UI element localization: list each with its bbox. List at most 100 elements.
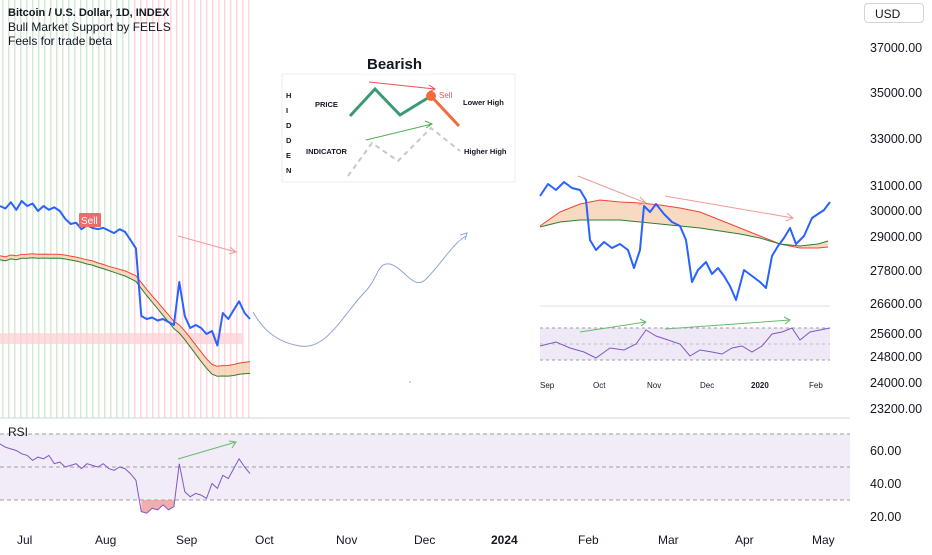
session-stripes [2,0,250,418]
price-tick-label: 31000.00 [870,179,922,193]
time-tick-label: Aug [95,533,116,547]
session-stripe [44,0,46,418]
inset-lower-high-label: Lower High [463,98,504,107]
bearish-price-arrow [177,235,238,255]
price-tick-label: 23200.00 [870,402,922,416]
session-stripe [206,0,208,418]
session-stripe [146,0,148,418]
rsi-line [0,443,251,514]
session-stripe [116,0,118,418]
session-stripe [212,0,214,418]
session-stripe [74,0,76,418]
session-stripe [224,0,226,418]
session-stripe [8,0,10,418]
time-tick-label: Oct [255,533,274,547]
price-tick-label: 26600.00 [870,297,922,311]
session-stripe [248,0,250,418]
inset-indicator-label: INDICATOR [306,147,348,156]
session-stripe [104,0,106,418]
reference-tick-label: 2020 [751,381,769,390]
reference-lower-band [539,219,829,247]
rsi-oversold-fill [141,500,174,514]
session-stripe [152,0,154,418]
session-stripe [218,0,220,418]
price-line [0,200,251,347]
session-stripe [110,0,112,418]
price-axis[interactable]: 37000.00 35000.00 33000.00 31000.00 30000.00… [870,41,922,416]
sell-marker: Sell [79,213,101,227]
reference-chart-inset: Sep Oct Nov Dec 2020 Feb [539,175,831,390]
reference-rsi-arrow-1 [579,318,647,333]
time-tick-label: Mar [658,533,679,547]
price-tick-label: 25600.00 [870,327,922,341]
rsi-tick-label: 60.00 [870,444,901,458]
inset-indicator-zigzag [347,126,461,177]
currency-button[interactable]: USD [864,3,924,23]
session-stripe [182,0,184,418]
upper-band-line [0,253,251,367]
reference-tick-label: Nov [647,381,661,390]
price-tick-label: 37000.00 [870,41,922,55]
inset-letter: D [286,121,292,130]
sell-zone-band [0,333,242,344]
inset-sell-label: Sell [439,91,453,100]
time-tick-label: Apr [735,533,754,547]
session-stripe [236,0,238,418]
price-tick-label: 33000.00 [870,132,922,146]
price-tick-label: 35000.00 [870,86,922,100]
session-stripe [62,0,64,418]
time-tick-label: Jul [17,533,32,547]
price-tick-label: 27800.00 [870,264,922,278]
rsi-title: RSI [8,425,28,439]
rsi-tick-label: 20.00 [870,510,901,524]
time-tick-label: May [812,533,835,547]
reference-upper-band [539,199,829,249]
session-stripe [242,0,244,418]
inset-letter: D [286,136,292,145]
symbol-title: Bitcoin / U.S. Dollar, 1D, INDEX [8,7,170,19]
inset-letter: H [286,91,291,100]
lower-band-line [0,257,251,377]
inset-price-label: PRICE [315,100,338,109]
price-tick-label: 30000.00 [870,204,922,218]
time-axis[interactable]: Jul Aug Sep Oct Nov Dec 2024 Feb Mar Apr May [17,533,835,547]
session-stripe [32,0,34,418]
note-title[interactable]: Feels for trade beta [8,34,113,48]
session-stripe [194,0,196,418]
session-stripe [188,0,190,418]
reference-arrow-2 [664,195,794,222]
inset-indicator-arrow [365,120,434,141]
reference-rsi-arrow-2 [664,316,791,330]
inset-price-arrow [368,81,436,93]
indicator-title[interactable]: Bull Market Support by FEELS [8,20,171,34]
session-stripe [134,0,136,418]
session-stripe [2,0,4,418]
reference-tick-label: Sep [540,381,555,390]
time-tick-label: 2024 [491,533,518,547]
reference-arrow-1 [577,175,647,206]
price-tick-label: 24000.00 [870,376,922,390]
session-stripe [122,0,124,418]
session-stripe [128,0,130,418]
projection-dot [409,381,411,383]
reference-rsi-line [539,327,831,359]
time-tick-label: Nov [336,533,357,547]
session-stripe [170,0,172,418]
reference-band [540,200,828,248]
session-stripe [68,0,70,418]
inset-letter: I [286,106,288,115]
session-stripe [200,0,202,418]
session-stripe [80,0,82,418]
sell-zone [0,333,242,344]
session-stripe [176,0,178,418]
session-stripe [230,0,232,418]
reference-tick-label: Feb [809,381,823,390]
session-stripe [164,0,166,418]
rsi-tick-label: 40.00 [870,477,901,491]
reference-tick-label: Dec [700,381,714,390]
price-tick-label: 24800.00 [870,350,922,364]
inset-higher-high-label: Higher High [464,147,507,156]
